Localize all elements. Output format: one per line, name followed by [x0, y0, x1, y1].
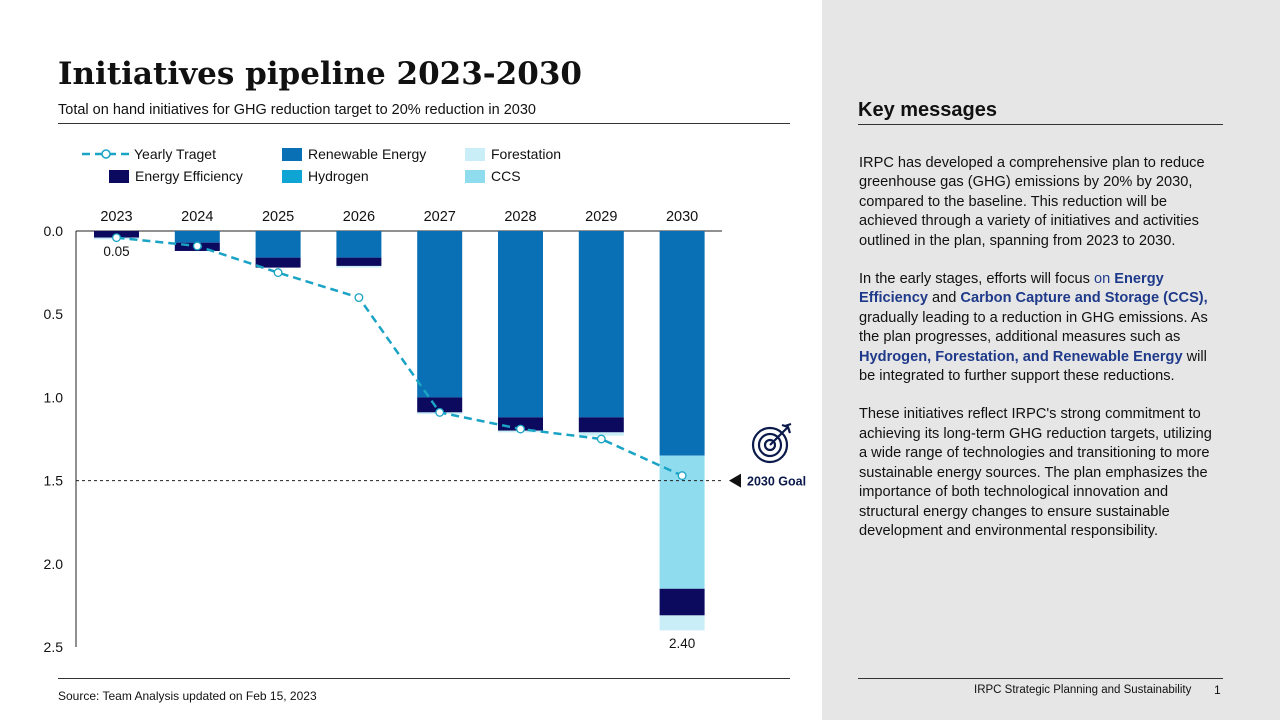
legend-renewable: Renewable Energy: [282, 146, 426, 162]
yearly-target-point: [435, 407, 445, 417]
bar-forestation: [336, 265, 382, 268]
x-category-label: 2027: [424, 209, 456, 225]
stacked-bar-chart: 0.0 0.5 1.0 1.5 2.0 2.5 2023 2024 2025 2026 2027 20…: [44, 209, 807, 655]
x-category-label: 2025: [262, 209, 294, 225]
text-span: and: [927, 290, 961, 307]
yearly-target-point: [273, 268, 283, 278]
footer-divider-right: [858, 678, 1223, 679]
bar-renewable: [498, 231, 543, 418]
y-tick-label: 2.0: [44, 556, 64, 572]
legend-label: Yearly Traget: [134, 146, 216, 162]
legend-ccs: CCS: [465, 168, 521, 184]
y-tick-label: 1.0: [44, 389, 64, 405]
x-category-label: 2026: [343, 209, 375, 225]
footer-text: IRPC Strategic Planning and Sustainabili…: [974, 684, 1192, 696]
y-tick-label: 0.0: [44, 223, 64, 239]
yearly-target-point: [596, 434, 606, 444]
page-title: Initiatives pipeline 2023-2030: [58, 56, 582, 92]
data-label-2023: 0.05: [103, 244, 129, 259]
goal-label: 2030 Goal: [747, 475, 806, 489]
legend-label: Renewable Energy: [308, 146, 427, 162]
bar-renewable: [174, 231, 220, 243]
legend-swatch: [465, 147, 485, 161]
legend-label: CCS: [491, 168, 521, 184]
legend-label: Energy Efficiency: [135, 168, 243, 184]
yearly-target-point: [192, 241, 202, 251]
text-span: on: [1093, 271, 1115, 288]
x-category-label: 2030: [666, 209, 698, 225]
legend-yearly-target: Yearly Traget: [82, 146, 216, 162]
bar-forestation: [659, 615, 705, 631]
highlight-energy-efficiency: Energy Efficiency: [859, 271, 1164, 307]
yearly-target-point: [354, 293, 364, 303]
key-messages-divider: [858, 124, 1223, 125]
footer-divider-left: [58, 678, 790, 679]
bar-forestation: [578, 432, 624, 436]
bar-energy_efficiency: [578, 417, 624, 433]
legend-swatch: [282, 147, 302, 161]
x-category-label: 2028: [504, 209, 536, 225]
data-label-2030: 2.40: [669, 636, 695, 651]
legend-swatch: [282, 169, 302, 183]
bar-energy_efficiency: [417, 397, 463, 413]
legend-forestation: Forestation: [465, 146, 561, 162]
legend-label: Hydrogen: [308, 168, 369, 184]
key-message-paragraph-1: IRPC has developed a comprehensive plan …: [859, 155, 1205, 249]
legend-energy-efficiency: Energy Efficiency: [109, 168, 243, 184]
bar-renewable: [255, 231, 301, 258]
goal-arrow-marker: [729, 473, 741, 488]
key-message-paragraph-3: These initiatives reflect IRPC's strong …: [859, 406, 1212, 539]
yearly-target-line: [116, 236, 683, 477]
text-span: will be integrated to further support th…: [859, 348, 1207, 385]
key-message-paragraph-2: In the early stages, efforts will focus …: [859, 270, 1221, 386]
y-tick-label: 0.5: [44, 306, 64, 322]
bar-renewable: [578, 231, 624, 418]
dashed-line-icon: [82, 149, 130, 159]
bar-energy_efficiency: [255, 257, 301, 268]
bar-renewable: [417, 231, 463, 398]
header-divider: [58, 123, 790, 124]
page-number: 1: [1214, 683, 1221, 697]
y-tick-label: 1.5: [44, 473, 64, 489]
bar-renewable: [336, 231, 382, 258]
bar-energy_efficiency: [336, 257, 382, 266]
legend-hydrogen: Hydrogen: [282, 168, 369, 184]
x-category-label: 2023: [100, 209, 132, 225]
bar-renewable: [659, 231, 705, 456]
x-category-label: 2029: [585, 209, 617, 225]
yearly-target-point: [112, 233, 121, 243]
text-span: gradually leading to a reduction in GHG …: [859, 309, 1208, 346]
legend-swatch: [465, 169, 485, 183]
yearly-target-point: [677, 471, 687, 481]
highlight-hydrogen-forestation-renewable: Hydrogen, Forestation, and Renewable Ene…: [859, 348, 1183, 365]
key-messages-panel: [822, 0, 1280, 720]
key-messages-body: IRPC has developed a comprehensive plan …: [859, 154, 1221, 560]
x-category-label: 2024: [181, 209, 213, 225]
source-note: Source: Team Analysis updated on Feb 15,…: [58, 689, 317, 703]
y-tick-label: 2.5: [44, 639, 64, 655]
target-icon: [751, 423, 792, 464]
page-subtitle: Total on hand initiatives for GHG reduct…: [58, 102, 536, 118]
key-messages-title: Key messages: [858, 99, 997, 121]
yearly-target-point: [516, 424, 525, 434]
text-span: In the early stages, efforts will focus: [859, 271, 1094, 288]
highlight-ccs: Carbon Capture and Storage (CCS),: [960, 290, 1208, 307]
legend-swatch: [109, 169, 129, 183]
bar-energy_efficiency: [659, 588, 705, 616]
legend-label: Forestation: [491, 146, 562, 162]
chart-panel: Initiatives pipeline 2023-2030 Total on …: [43, 56, 807, 703]
